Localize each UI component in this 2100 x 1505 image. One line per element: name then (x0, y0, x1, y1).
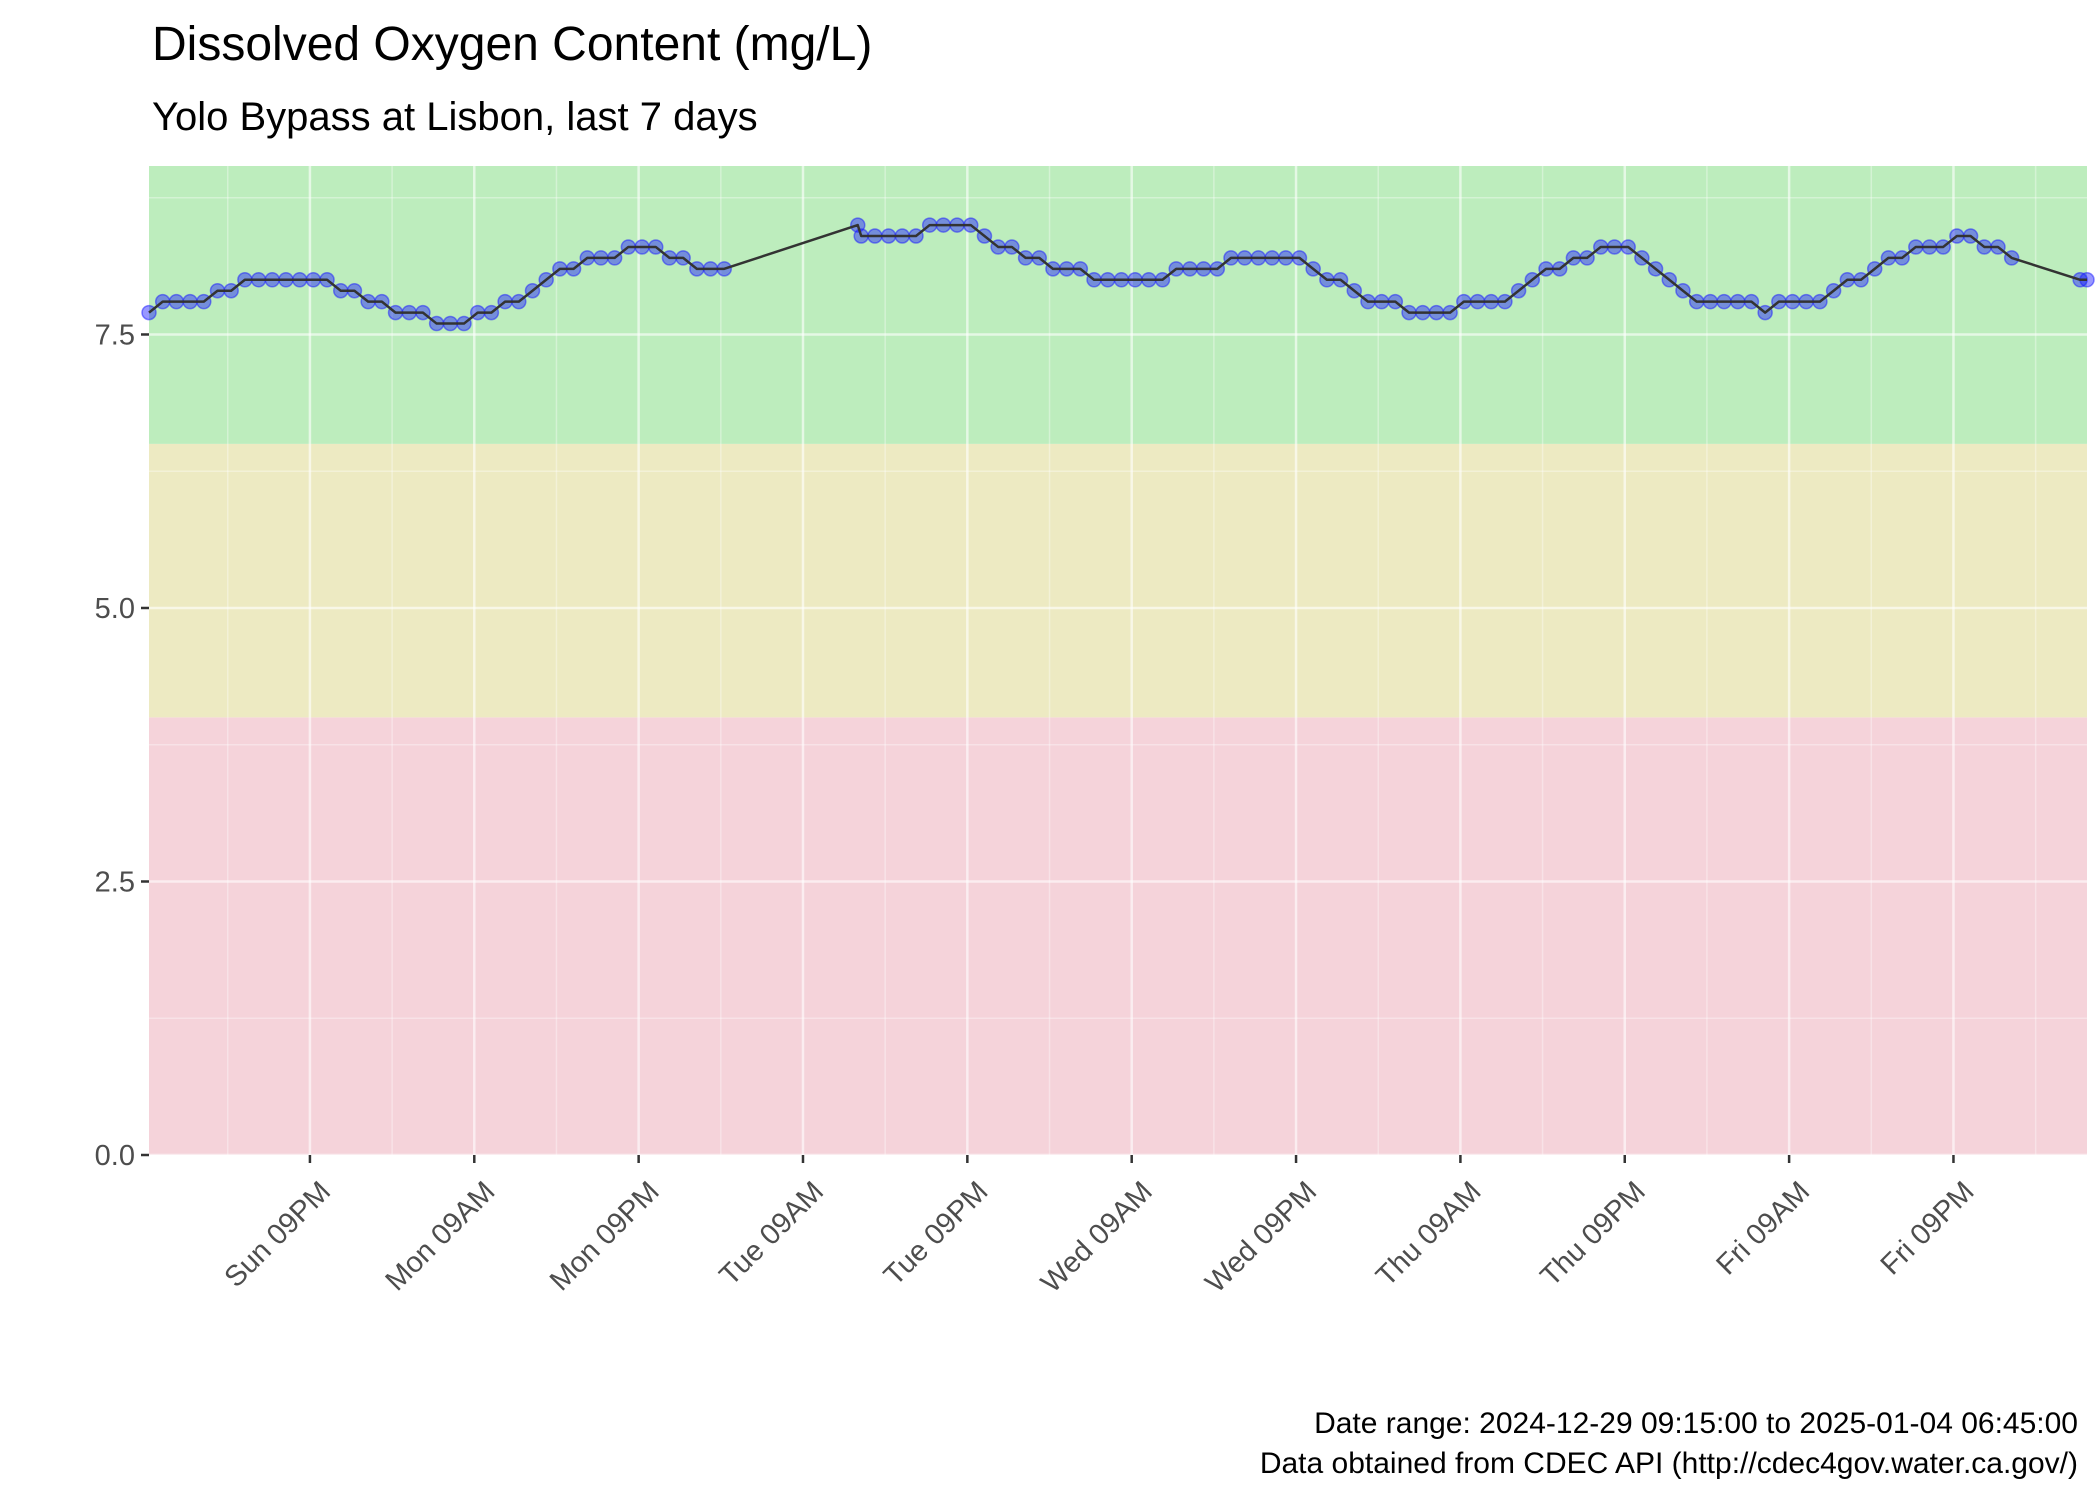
x-tick-label: Thu 09PM (1535, 1175, 1652, 1292)
x-tick-label: Sun 09PM (219, 1175, 337, 1293)
x-tick-label: Wed 09PM (1199, 1175, 1323, 1299)
band (149, 717, 2087, 1155)
x-tick-label: Tue 09AM (714, 1175, 830, 1291)
x-tick-label: Mon 09PM (544, 1175, 666, 1297)
caption: Data obtained from CDEC API (http://cdec… (1260, 1447, 2078, 1480)
chart-subtitle: Yolo Bypass at Lisbon, last 7 days (152, 95, 758, 139)
y-tick-label: 0.0 (95, 1140, 135, 1172)
chart-title: Dissolved Oxygen Content (mg/L) (152, 18, 872, 71)
y-tick-label: 5.0 (95, 593, 135, 625)
x-tick-label: Thu 09AM (1370, 1175, 1487, 1292)
x-tick-label: Wed 09AM (1035, 1175, 1159, 1299)
band (149, 443, 2087, 718)
y-tick-label: 2.5 (95, 866, 135, 898)
x-tick-label: Mon 09AM (380, 1175, 502, 1297)
x-tick-label: Fri 09PM (1875, 1175, 1981, 1281)
caption: Date range: 2024-12-29 09:15:00 to 2025-… (1314, 1407, 2078, 1440)
x-tick-label: Fri 09AM (1710, 1175, 1816, 1281)
line (148, 223, 2087, 325)
x-tick-label: Tue 09PM (878, 1175, 994, 1291)
y-tick-label: 7.5 (95, 319, 135, 351)
